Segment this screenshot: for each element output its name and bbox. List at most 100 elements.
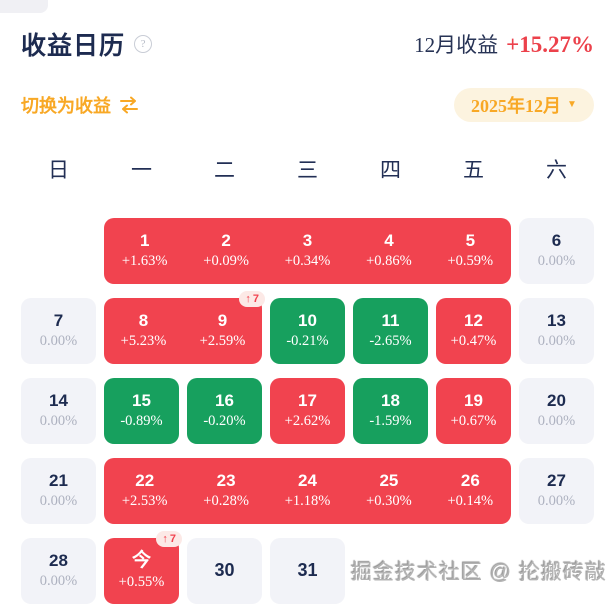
day-number: 19: [464, 391, 483, 411]
day-cell-25[interactable]: 25 +0.30%: [348, 458, 429, 524]
day-number: 8: [138, 311, 149, 331]
day-return-value: 0.00%: [537, 492, 576, 509]
day-cell-今[interactable]: 今 +0.55% ↑ 7: [104, 531, 182, 604]
day-cell-27[interactable]: 27 0.00%: [519, 458, 594, 524]
day-cell-7[interactable]: 7 0.00%: [21, 298, 96, 364]
switch-mode-button[interactable]: 切换为收益: [21, 92, 140, 118]
day-cell-6[interactable]: 6 0.00%: [519, 218, 594, 284]
day-return-value: 0.00%: [39, 332, 78, 349]
day-return-value: -0.89%: [120, 412, 163, 429]
month-return-value: +15.27%: [506, 32, 594, 57]
weekday-label-0: 日: [48, 159, 69, 182]
month-selector-label: 2025年12月: [471, 96, 562, 116]
header: 收益日历 ? 12月收益 +15.27%: [21, 26, 594, 62]
day-cell-11[interactable]: 11 -2.65%: [353, 298, 428, 364]
day-cell-14[interactable]: 14 0.00%: [21, 378, 96, 444]
day-number: 5: [465, 231, 476, 251]
weekday-label-6: 六: [546, 159, 567, 182]
day-cell-28[interactable]: 28 0.00%: [21, 538, 96, 604]
day-cell-24[interactable]: 24 +1.18%: [267, 458, 348, 524]
day-cell-20[interactable]: 20 0.00%: [519, 378, 594, 444]
swap-arrows-icon: [120, 96, 138, 114]
day-return-value: +1.18%: [284, 492, 331, 509]
rank-up-count: 7: [252, 292, 259, 305]
day-return-value: +0.09%: [203, 252, 249, 269]
rank-up-badge: ↑ 7: [239, 291, 265, 307]
weekday-label-2: 二: [214, 159, 235, 182]
day-number: 1: [139, 231, 150, 251]
day-number: 15: [132, 391, 151, 411]
day-cell-17[interactable]: 17 +2.62%: [270, 378, 345, 444]
header-right: 12月收益 +15.27%: [414, 29, 594, 59]
day-number: 12: [464, 311, 483, 331]
day-return-value: -1.59%: [369, 412, 412, 429]
help-icon[interactable]: ?: [134, 35, 153, 53]
weekday-label-4: 四: [380, 159, 401, 182]
day-return-value: +0.67%: [450, 412, 497, 429]
day-return-value: +0.86%: [366, 252, 412, 269]
day-cell-13[interactable]: 13 0.00%: [519, 298, 594, 364]
day-number: 3: [302, 231, 313, 251]
day-number: 14: [49, 391, 68, 411]
page-title: 收益日历: [21, 32, 126, 60]
day-number: 7: [53, 311, 64, 331]
day-number: 27: [547, 471, 566, 491]
day-return-value: 0.00%: [537, 412, 576, 429]
day-number: 9: [217, 311, 228, 331]
day-cell-21[interactable]: 21 0.00%: [21, 458, 96, 524]
day-return-value: 0.00%: [39, 412, 78, 429]
switch-mode-label: 切换为收益: [21, 96, 111, 116]
day-number: 16: [215, 391, 234, 411]
rank-up-badge: ↑ 7: [156, 531, 182, 547]
day-cell-30[interactable]: 30: [187, 538, 262, 604]
day-cell-9[interactable]: 9 +2.59%: [183, 298, 262, 364]
chevron-down-icon: ▼: [567, 99, 577, 110]
day-return-value: 0.00%: [537, 252, 576, 269]
rank-up-count: 7: [169, 532, 176, 545]
day-cell-15[interactable]: 15 -0.89%: [104, 378, 179, 444]
day-number: 21: [49, 471, 68, 491]
day-return-value: -0.20%: [203, 412, 246, 429]
day-return-value: +1.63%: [121, 252, 168, 269]
day-return-value: +0.30%: [366, 492, 412, 509]
day-cell-16[interactable]: 16 -0.20%: [187, 378, 262, 444]
day-cell-19[interactable]: 19 +0.67%: [436, 378, 511, 444]
day-number: 22: [135, 471, 155, 491]
weekday-label-3: 三: [297, 159, 318, 182]
day-return-value: +0.59%: [447, 252, 494, 269]
day-cell-12[interactable]: 12 +0.47%: [436, 298, 511, 364]
day-cell-18[interactable]: 18 -1.59%: [353, 378, 428, 444]
calendar-grid: 1 +1.63% 2 +0.09% 3 +0.34% 4 +0.86% 5 +0.59% 6 0.00…: [21, 218, 594, 604]
day-cell-8[interactable]: 8 +5.23%: [104, 298, 183, 364]
top-left-notch: [0, 0, 48, 13]
day-number: 23: [216, 471, 236, 491]
day-cell-5[interactable]: 5 +0.59%: [430, 218, 511, 284]
day-return-value: 0.00%: [39, 572, 78, 589]
day-return-value: +0.14%: [447, 492, 494, 509]
day-cell-4[interactable]: 4 +0.86%: [348, 218, 429, 284]
day-cell-31[interactable]: 31: [270, 538, 345, 604]
weekday-label-1: 一: [131, 159, 152, 182]
empty-cell: [21, 218, 96, 284]
day-return-value: -2.65%: [369, 332, 412, 349]
header-left: 收益日历 ?: [21, 26, 153, 62]
day-number: 11: [381, 311, 400, 331]
day-cell-2[interactable]: 2 +0.09%: [185, 218, 266, 284]
day-cell-10[interactable]: 10 -0.21%: [270, 298, 345, 364]
day-return-value: +0.55%: [118, 573, 165, 590]
day-cell-22[interactable]: 22 +2.53%: [104, 458, 185, 524]
day-number: 28: [49, 551, 68, 571]
merged-day-block: 1 +1.63% 2 +0.09% 3 +0.34% 4 +0.86% 5 +0.59%: [104, 218, 511, 284]
day-cell-23[interactable]: 23 +0.28%: [185, 458, 266, 524]
day-number: 31: [297, 560, 318, 581]
day-number: 6: [551, 231, 562, 251]
day-cell-26[interactable]: 26 +0.14%: [430, 458, 511, 524]
month-selector[interactable]: 2025年12月 ▼: [454, 88, 594, 122]
day-cell-1[interactable]: 1 +1.63%: [104, 218, 185, 284]
weekday-label-5: 五: [463, 159, 484, 182]
day-number: 25: [379, 471, 399, 491]
month-return-label: 12月收益: [414, 33, 499, 57]
weekday-header-row: 日一二三四五六: [21, 154, 594, 184]
day-cell-3[interactable]: 3 +0.34%: [267, 218, 348, 284]
